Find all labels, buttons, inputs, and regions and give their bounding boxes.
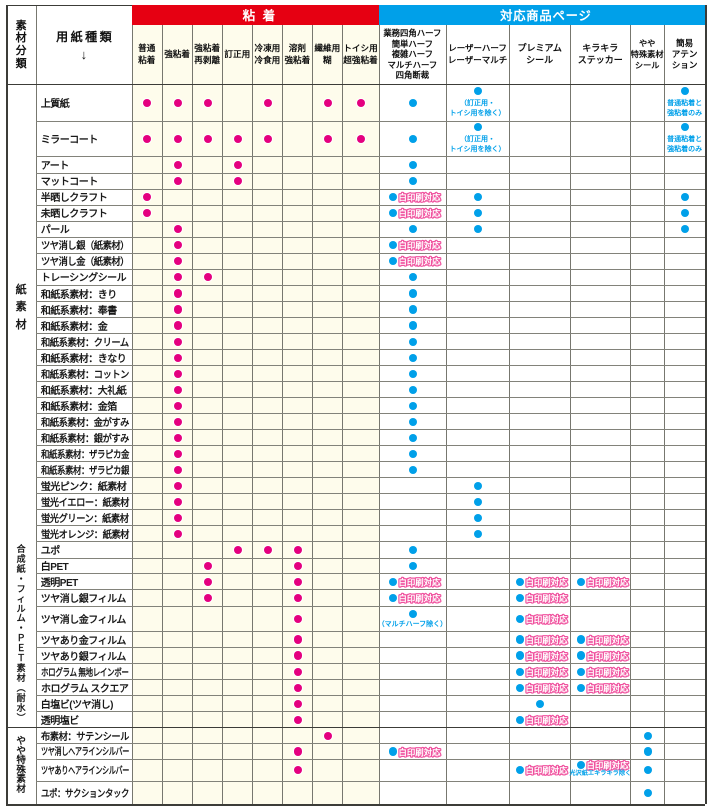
- svg-text:白印刷対応: 白印刷対応: [586, 651, 628, 661]
- svg-text:白印刷対応: 白印刷対応: [586, 683, 628, 693]
- svg-text:白印刷対応: 白印刷対応: [526, 614, 568, 624]
- svg-text:白印刷対応: 白印刷対応: [526, 715, 568, 725]
- svg-text:白印刷対応: 白印刷対応: [586, 667, 628, 677]
- svg-text:白印刷対応: 白印刷対応: [398, 593, 440, 603]
- svg-text:白印刷対応: 白印刷対応: [526, 577, 568, 587]
- svg-text:白印刷対応: 白印刷対応: [586, 635, 628, 645]
- svg-text:白印刷対応: 白印刷対応: [526, 651, 568, 661]
- svg-text:白印刷対応: 白印刷対応: [398, 747, 440, 757]
- svg-text:白印刷対応: 白印刷対応: [526, 593, 568, 603]
- svg-text:白印刷対応: 白印刷対応: [586, 760, 628, 770]
- svg-text:白印刷対応: 白印刷対応: [526, 667, 568, 677]
- svg-text:白印刷対応: 白印刷対応: [398, 257, 440, 267]
- svg-text:白印刷対応: 白印刷対応: [526, 766, 568, 776]
- svg-text:白印刷対応: 白印刷対応: [398, 240, 440, 250]
- svg-text:白印刷対応: 白印刷対応: [526, 683, 568, 693]
- svg-text:白印刷対応: 白印刷対応: [586, 577, 628, 587]
- svg-text:白印刷対応: 白印刷対応: [398, 577, 440, 587]
- svg-text:白印刷対応: 白印刷対応: [398, 193, 440, 203]
- svg-text:白印刷対応: 白印刷対応: [526, 635, 568, 645]
- svg-text:白印刷対応: 白印刷対応: [398, 209, 440, 219]
